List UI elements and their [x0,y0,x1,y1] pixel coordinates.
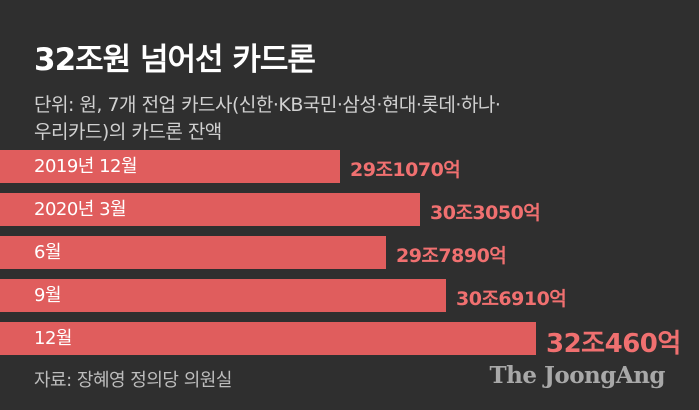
bar-category-label: 12월 [34,328,72,349]
bar-category-label: 6월 [34,242,62,263]
bar-category-label: 2020년 3월 [34,199,127,220]
brand-logo: The JoongAng [489,362,666,389]
bar-value-label: 30조6910억 [456,288,567,310]
bar-category-label: 2019년 12월 [34,156,138,177]
bar [0,193,420,226]
subtitle-line-2: 우리카드)의 카드론 잔액 [34,121,222,143]
bar [0,150,340,183]
source-note: 자료: 장혜영 정의당 의원실 [34,370,232,391]
chart-title: 32조원 넘어선 카드론 [34,42,316,78]
bar-value-label: 29조7890억 [396,245,507,267]
bar-value-label: 32조460억 [546,329,681,359]
chart-subtitle: 단위: 원, 7개 전업 카드사(신한·KB국민·삼성·현대·롯데·하나· 우리… [34,92,674,146]
subtitle-line-1: 단위: 원, 7개 전업 카드사(신한·KB국민·삼성·현대·롯데·하나· [34,94,501,116]
bar-category-label: 9월 [34,285,62,306]
bar [0,279,446,312]
bar-value-label: 30조3050억 [430,202,541,224]
bar [0,236,386,269]
bar-value-label: 29조1070억 [350,159,461,181]
bar [0,322,536,355]
